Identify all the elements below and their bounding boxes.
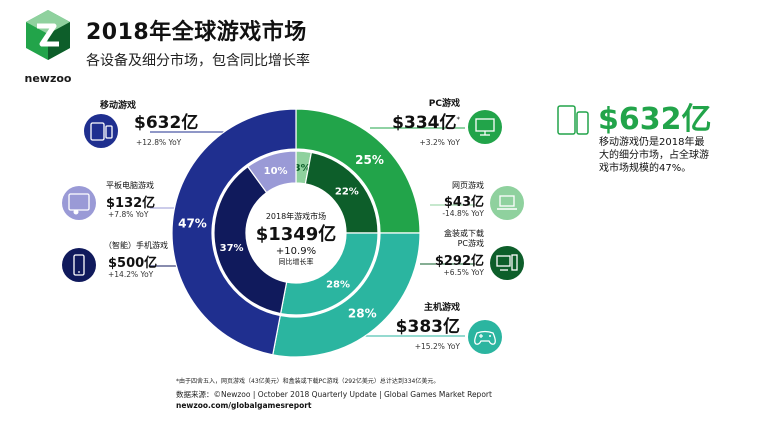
center-growth-label: 同比增长率: [279, 257, 314, 266]
footnote: *由于四舍五入，网页游戏（43亿美元）和盒装或下载PC游戏（292亿美元）总计达…: [176, 378, 440, 385]
page-subtitle: 各设备及细分市场，包含同比增长率: [86, 53, 310, 69]
logo-text: newzoo: [24, 72, 72, 85]
center-value: $1349亿: [256, 223, 337, 245]
highlight-value: $632亿: [598, 102, 712, 137]
newzoo-logo-icon: [26, 10, 70, 60]
outer-ring-label-2: 47%: [178, 217, 207, 231]
console-value: $383亿: [395, 317, 460, 337]
inner-ring-label-1: 22%: [335, 187, 359, 198]
inner-ring-label-0: 3%: [294, 163, 311, 174]
mobile-name: 移动游戏: [99, 101, 136, 111]
outer-ring-label-1: 28%: [348, 306, 377, 320]
inner-ring-label-3: 37%: [220, 243, 244, 254]
mobile-label: 移动游戏: [26, 98, 136, 111]
pc-name: PC游戏: [428, 99, 460, 109]
outer-ring-label-0: 25%: [355, 153, 384, 167]
tablet-icon: [62, 186, 96, 220]
laptop-icon: [490, 186, 524, 220]
mobile-value: $632亿: [134, 113, 199, 133]
inner-ring-label-2: 28%: [326, 279, 350, 290]
highlight-desc-line3: 戏市场规模的47%。: [599, 163, 692, 174]
source-text: 数据来源：©Newzoo | October 2018 Quarterly Up…: [176, 390, 492, 399]
outer-ring-slice-2: [171, 108, 297, 356]
highlight-desc: 移动游戏仍是2018年最 大的细分市场，占全球游 戏市场规模的47%。: [599, 136, 729, 175]
center-growth: +10.9%: [276, 246, 316, 257]
pc-monitor-icon: [468, 110, 502, 144]
browser-value: $43亿: [443, 195, 484, 210]
tablet-value: $132亿: [106, 196, 156, 211]
tablet-name: 平板电脑游戏: [106, 181, 154, 190]
tablet-yoy: +7.8% YoY: [108, 210, 149, 219]
pc-asterisk: *: [456, 115, 461, 124]
mobile-yoy: +12.8% YoY: [136, 138, 182, 147]
pc-value: $334亿: [392, 113, 457, 133]
boxed-name-line2: PC游戏: [457, 239, 484, 248]
report-url[interactable]: newzoo.com/globalgamesreport: [176, 401, 312, 410]
highlight-desc-line2: 大的细分市场，占全球游: [599, 150, 709, 161]
outer-ring: 25% 28% 47%: [171, 108, 421, 358]
pc-yoy: +3.2% YoY: [419, 138, 460, 147]
mobile-devices-outline-icon: [557, 105, 589, 135]
console-name: 主机游戏: [423, 303, 460, 313]
smartphone-icon: [62, 248, 96, 282]
center-hole: [246, 183, 346, 283]
center-label: 2018年游戏市场: [266, 211, 326, 221]
boxed-name-line1: 盒装或下载: [444, 229, 484, 238]
gamepad-icon: [468, 320, 502, 354]
highlight-desc-line1: 移动游戏仍是2018年最: [599, 137, 705, 148]
browser-name: 网页游戏: [452, 181, 484, 190]
boxed-value: $292亿: [434, 254, 484, 269]
pc-value-wrap: $334亿*: [350, 108, 460, 133]
boxed-yoy: +6.5% YoY: [443, 268, 484, 277]
smartphone-yoy: +14.2% YoY: [108, 270, 154, 279]
smartphone-value: $500亿: [108, 256, 158, 271]
mobile-devices-icon: [84, 114, 118, 148]
page-title: 2018年全球游戏市场: [86, 20, 307, 45]
desktop-pc-icon: [490, 246, 524, 280]
smartphone-name: （智能）手机游戏: [104, 241, 168, 250]
inner-ring-label-4: 10%: [264, 166, 288, 177]
console-yoy: +15.2% YoY: [414, 342, 460, 351]
browser-yoy: -14.8% YoY: [442, 209, 484, 218]
